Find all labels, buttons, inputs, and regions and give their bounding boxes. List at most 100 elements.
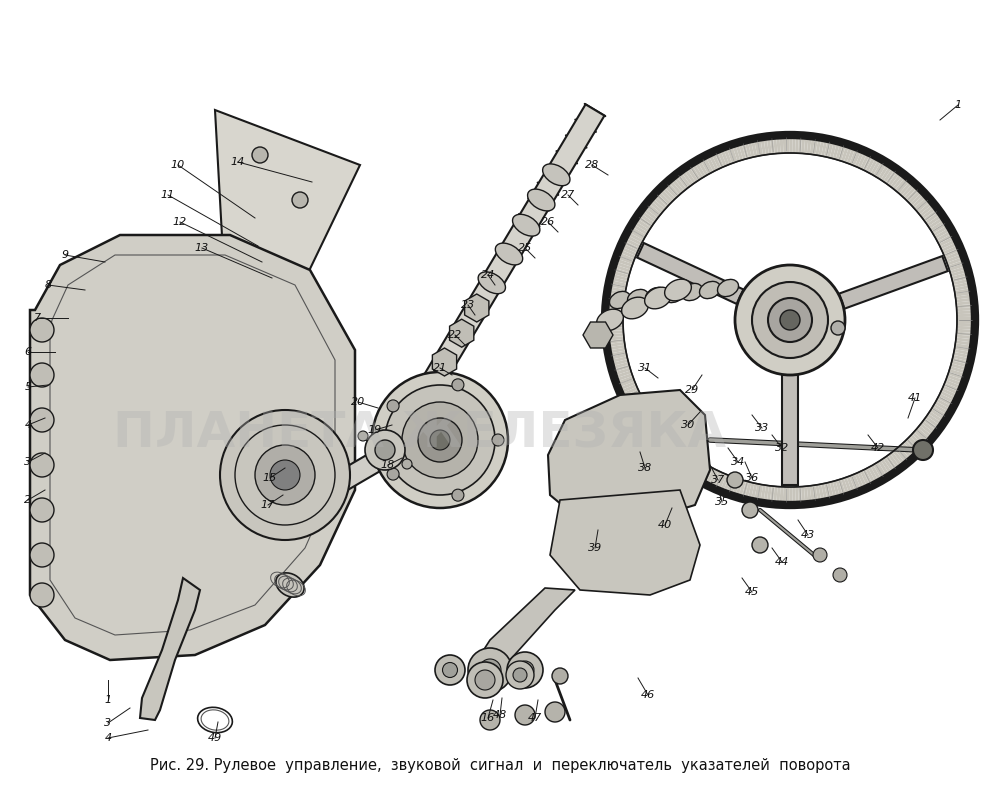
Polygon shape [865,468,876,485]
Circle shape [833,568,847,582]
Polygon shape [818,138,825,156]
Polygon shape [890,172,904,188]
Polygon shape [824,483,831,501]
Polygon shape [757,137,763,156]
Circle shape [385,385,495,495]
Polygon shape [670,177,684,193]
Polygon shape [945,251,963,260]
Polygon shape [605,318,623,322]
Polygon shape [892,450,906,466]
Polygon shape [613,264,631,273]
Circle shape [507,652,543,688]
Circle shape [30,543,54,567]
Polygon shape [916,428,931,441]
Polygon shape [665,181,680,197]
Text: 5: 5 [24,382,32,392]
Polygon shape [841,144,850,162]
Text: 29: 29 [685,385,699,395]
Text: 21: 21 [433,363,447,373]
Polygon shape [948,259,966,268]
Polygon shape [691,162,703,179]
Ellipse shape [665,279,691,301]
Circle shape [506,661,534,689]
Polygon shape [708,153,719,170]
Polygon shape [738,481,746,499]
Circle shape [30,583,54,607]
Ellipse shape [681,284,703,300]
Polygon shape [605,315,623,318]
Polygon shape [654,433,669,448]
Polygon shape [881,165,893,181]
Polygon shape [726,146,735,163]
Polygon shape [827,482,834,500]
Circle shape [768,298,812,342]
Text: 26: 26 [541,217,555,227]
Polygon shape [609,353,627,360]
Polygon shape [605,322,623,325]
Circle shape [372,372,508,508]
Ellipse shape [543,164,570,186]
Polygon shape [779,487,783,505]
Polygon shape [947,374,965,384]
Ellipse shape [276,573,304,597]
Polygon shape [849,475,859,493]
Polygon shape [953,352,972,359]
Polygon shape [914,429,929,444]
Polygon shape [607,289,625,296]
Polygon shape [786,487,789,505]
Polygon shape [883,457,896,474]
Polygon shape [668,179,682,195]
Circle shape [475,670,495,690]
Polygon shape [631,405,648,417]
Text: 8: 8 [44,280,52,290]
Polygon shape [779,136,783,154]
Polygon shape [888,170,901,187]
Polygon shape [744,481,752,500]
Polygon shape [432,348,457,376]
Polygon shape [927,414,943,426]
Text: 43: 43 [801,530,815,540]
Polygon shape [773,136,778,154]
Polygon shape [751,139,757,157]
Text: 18: 18 [381,460,395,470]
Polygon shape [944,247,961,257]
Circle shape [515,705,535,725]
Polygon shape [921,206,938,219]
Text: 13: 13 [195,243,209,253]
Polygon shape [955,291,973,297]
Circle shape [752,282,828,358]
Polygon shape [550,490,700,595]
Polygon shape [937,396,955,407]
Polygon shape [668,445,682,461]
Polygon shape [940,391,958,401]
Polygon shape [950,366,968,374]
Polygon shape [637,243,744,304]
Text: 42: 42 [871,443,885,453]
Polygon shape [954,346,973,352]
Circle shape [30,363,54,387]
Polygon shape [807,486,812,504]
Polygon shape [760,485,766,503]
Text: 4: 4 [104,733,112,743]
Text: 35: 35 [715,497,729,507]
Text: 19: 19 [368,425,382,435]
Polygon shape [694,463,706,480]
Polygon shape [751,483,757,501]
Polygon shape [951,361,969,368]
Circle shape [442,663,458,678]
Polygon shape [729,144,738,162]
Text: 45: 45 [745,587,759,597]
Polygon shape [953,278,971,285]
Polygon shape [645,202,661,216]
Text: 25: 25 [518,243,532,253]
Circle shape [435,655,465,685]
Polygon shape [663,184,677,199]
Polygon shape [711,471,721,489]
Polygon shape [757,485,763,503]
Polygon shape [616,255,634,264]
Polygon shape [949,262,967,271]
Polygon shape [741,481,749,500]
Text: 33: 33 [755,423,769,433]
Polygon shape [897,178,911,194]
Polygon shape [643,205,659,218]
